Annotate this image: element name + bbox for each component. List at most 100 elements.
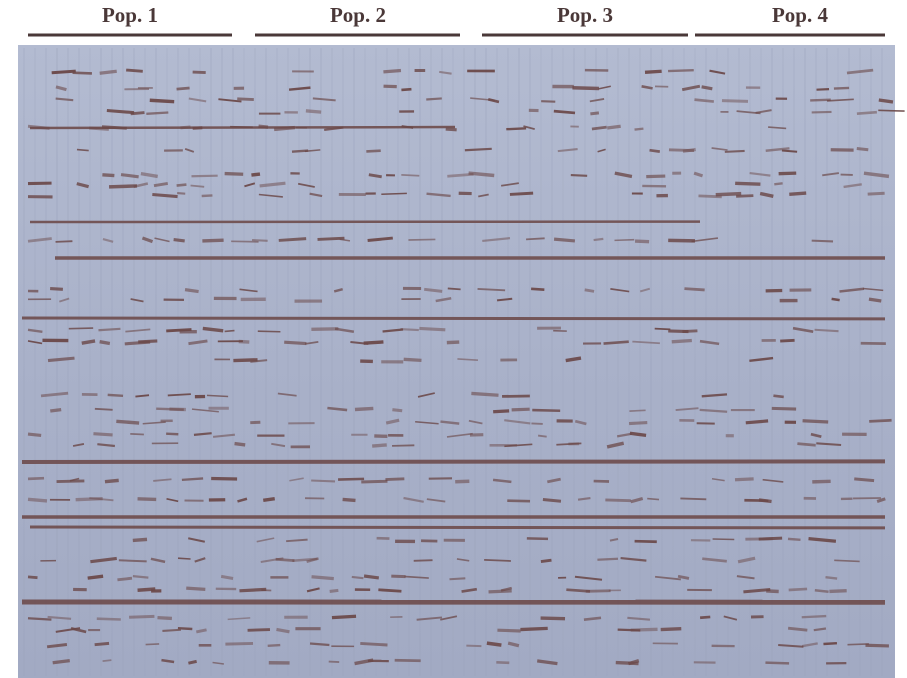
minor-band xyxy=(276,559,295,560)
minor-band xyxy=(496,662,509,663)
minor-band xyxy=(53,661,70,663)
minor-band xyxy=(177,193,185,194)
minor-band xyxy=(484,560,511,561)
minor-band xyxy=(268,645,281,646)
minor-band xyxy=(102,127,127,129)
minor-band xyxy=(869,299,881,301)
minor-band xyxy=(259,126,268,127)
minor-band xyxy=(98,329,120,330)
minor-band xyxy=(834,560,859,561)
major-band xyxy=(22,318,885,319)
minor-band xyxy=(812,481,830,482)
minor-band xyxy=(97,619,121,620)
minor-band xyxy=(237,99,254,100)
minor-band xyxy=(829,591,846,592)
minor-band xyxy=(174,240,185,241)
minor-band xyxy=(231,241,258,242)
minor-band xyxy=(520,628,547,629)
minor-band xyxy=(857,148,868,149)
minor-band xyxy=(378,590,401,592)
minor-band xyxy=(126,70,143,71)
minor-band xyxy=(414,560,433,561)
minor-band xyxy=(694,100,713,102)
minor-band xyxy=(343,499,356,500)
minor-band xyxy=(383,71,401,72)
minor-band xyxy=(279,239,306,241)
minor-band xyxy=(202,240,223,241)
minor-band xyxy=(150,100,174,101)
minor-band xyxy=(225,643,253,644)
minor-band xyxy=(489,591,512,592)
minor-band xyxy=(680,498,706,499)
minor-band xyxy=(586,591,611,592)
minor-band xyxy=(28,577,38,578)
minor-band xyxy=(401,89,411,90)
minor-band xyxy=(426,98,442,99)
minor-band xyxy=(735,479,754,480)
minor-band xyxy=(605,500,630,501)
minor-band xyxy=(235,444,246,445)
minor-band xyxy=(815,330,839,331)
minor-band xyxy=(788,628,807,630)
minor-band xyxy=(487,643,502,645)
minor-band xyxy=(869,420,891,421)
minor-band xyxy=(138,341,157,342)
minor-band xyxy=(823,643,837,644)
minor-band xyxy=(284,342,306,343)
minor-band xyxy=(541,560,552,561)
population-labels: Pop. 1 Pop. 2 Pop. 3 Pop. 4 xyxy=(28,3,885,35)
minor-band xyxy=(52,71,76,73)
minor-band xyxy=(258,331,281,332)
minor-band xyxy=(854,479,874,481)
minor-band xyxy=(532,410,560,411)
population-label: Pop. 1 xyxy=(102,3,158,27)
minor-band xyxy=(385,479,404,480)
minor-band xyxy=(119,560,147,561)
minor-band xyxy=(77,150,89,151)
minor-band xyxy=(554,111,575,113)
minor-band xyxy=(185,290,199,292)
minor-band xyxy=(506,128,526,129)
minor-band xyxy=(88,576,103,578)
minor-band xyxy=(178,628,192,629)
minor-band xyxy=(252,240,268,241)
minor-band xyxy=(138,499,157,500)
minor-band xyxy=(73,73,92,74)
minor-band xyxy=(780,340,794,341)
minor-band xyxy=(592,127,607,129)
minor-band xyxy=(789,193,806,194)
minor-band xyxy=(817,89,830,90)
minor-band xyxy=(211,478,237,479)
minor-band xyxy=(177,185,187,186)
minor-band xyxy=(364,342,384,343)
minor-band xyxy=(202,195,213,196)
minor-band xyxy=(510,193,533,194)
minor-band xyxy=(541,618,565,619)
minor-band xyxy=(526,238,545,239)
minor-band xyxy=(631,629,658,630)
minor-band xyxy=(789,589,807,590)
minor-band xyxy=(312,577,334,579)
minor-band xyxy=(571,175,587,176)
minor-band xyxy=(108,395,123,396)
minor-band xyxy=(722,101,748,102)
minor-band xyxy=(803,421,829,422)
minor-band xyxy=(774,183,782,184)
minor-band xyxy=(773,396,783,397)
minor-band xyxy=(797,444,815,446)
minor-band xyxy=(404,359,422,360)
minor-band xyxy=(146,644,160,645)
minor-band xyxy=(381,193,407,194)
minor-band xyxy=(614,240,634,241)
minor-band xyxy=(682,331,697,332)
minor-band xyxy=(28,434,41,435)
minor-band xyxy=(56,241,73,242)
minor-band xyxy=(107,110,134,112)
minor-band xyxy=(366,151,380,152)
minor-band xyxy=(129,616,154,617)
minor-band xyxy=(497,630,520,631)
minor-band xyxy=(392,410,402,411)
minor-band xyxy=(133,539,147,540)
minor-band xyxy=(802,616,827,617)
minor-band xyxy=(310,643,329,644)
